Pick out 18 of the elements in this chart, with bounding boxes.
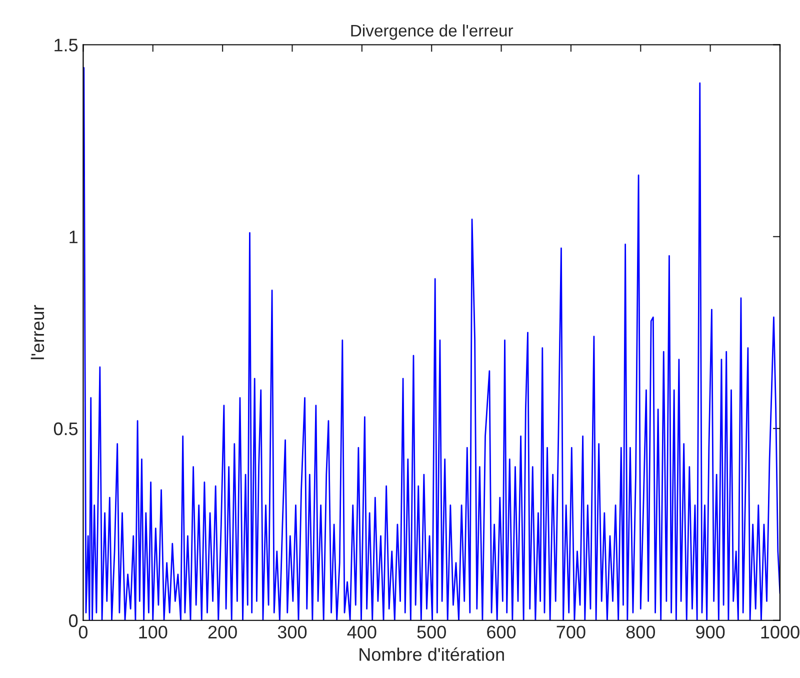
x-tick-label: 600: [487, 626, 516, 638]
x-tick-label: 200: [208, 626, 237, 638]
x-tick-label: 400: [347, 626, 376, 638]
y-tick-label: 1.5: [54, 38, 78, 52]
y-tick-label: 1: [70, 230, 78, 244]
x-tick-label: 800: [626, 626, 655, 638]
chart-title: Divergence de l'erreur: [351, 24, 514, 40]
x-tick-label: 1000: [761, 626, 800, 638]
y-axis-title: l'erreur: [30, 305, 44, 360]
x-tick-label: 700: [556, 626, 586, 638]
x-tick-label: 0: [78, 626, 88, 638]
y-tick-label: 0: [69, 614, 78, 628]
x-tick-label: 300: [278, 626, 307, 638]
x-tick-label: 100: [139, 626, 168, 638]
y-tick-label: 0.5: [54, 422, 78, 436]
x-tick-label: 900: [696, 626, 725, 638]
x-tick-label: 500: [417, 626, 446, 638]
x-axis-title: Nombre d'itération: [360, 647, 504, 661]
